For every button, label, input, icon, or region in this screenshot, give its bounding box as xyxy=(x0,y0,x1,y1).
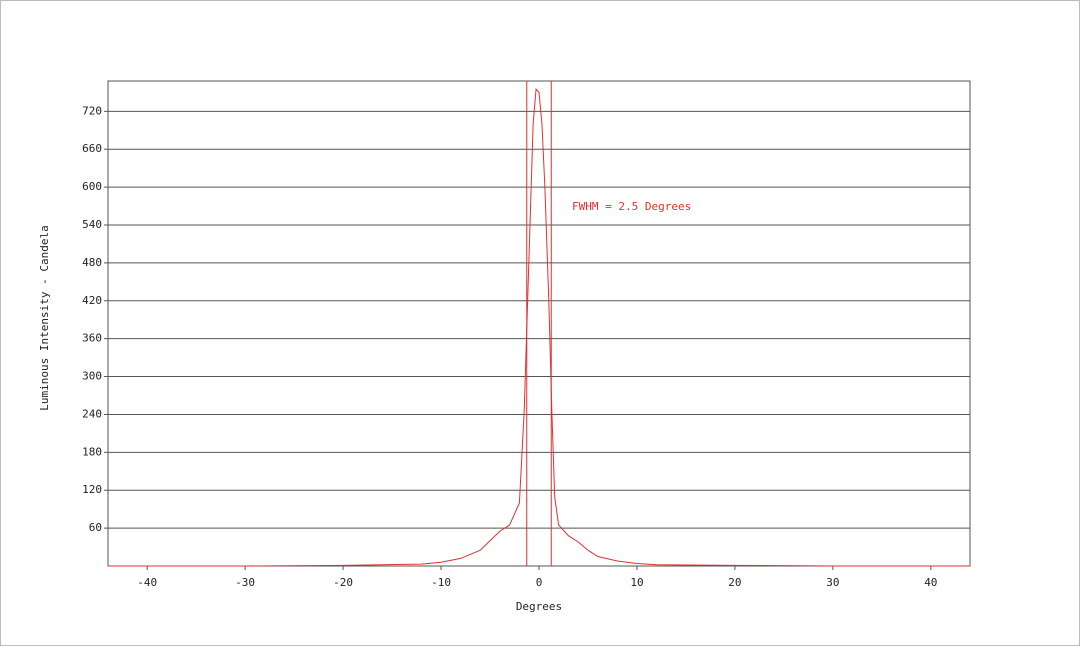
y-tick-label: 240 xyxy=(82,407,102,420)
y-tick-label: 180 xyxy=(82,445,102,458)
x-tick-label: 30 xyxy=(826,576,839,589)
y-tick-label: 120 xyxy=(82,483,102,496)
y-axis-label: Luminous Intensity - Candela xyxy=(38,225,51,410)
x-tick-label: -30 xyxy=(235,576,255,589)
y-tick-label: 480 xyxy=(82,256,102,269)
y-tick-label: 420 xyxy=(82,294,102,307)
x-tick-label: 10 xyxy=(630,576,643,589)
y-tick-label: 360 xyxy=(82,332,102,345)
y-tick-label: 660 xyxy=(82,142,102,155)
x-tick-label: -10 xyxy=(431,576,451,589)
x-tick-label: -40 xyxy=(137,576,157,589)
annotation: FWHM = 2.5 Degrees xyxy=(572,200,691,213)
y-tick-label: 60 xyxy=(89,521,102,534)
x-tick-label: -20 xyxy=(333,576,353,589)
y-tick-label: 300 xyxy=(82,370,102,383)
y-tick-label: 600 xyxy=(82,180,102,193)
x-tick-label: 40 xyxy=(924,576,937,589)
x-tick-label: 20 xyxy=(728,576,741,589)
y-tick-label: 540 xyxy=(82,218,102,231)
x-tick-label: 0 xyxy=(536,576,543,589)
y-tick-label: 720 xyxy=(82,104,102,117)
data-line xyxy=(108,88,970,567)
x-axis-label: Degrees xyxy=(516,600,562,613)
